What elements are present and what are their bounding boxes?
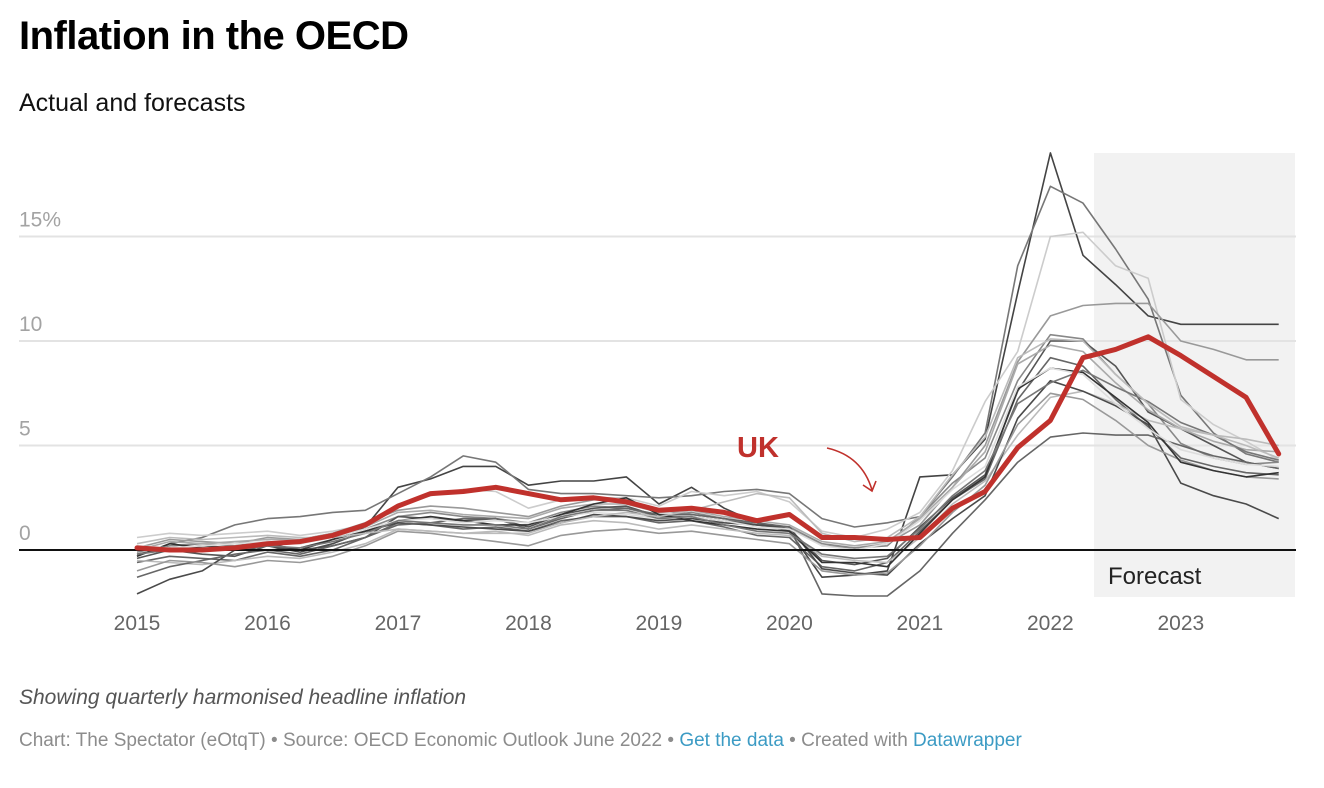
x-tick-label: 2017 [375,612,422,635]
series-line [136,369,1279,560]
x-tick-label: 2021 [897,612,944,635]
series-line [136,392,1279,576]
x-tick-label: 2016 [244,612,291,635]
chart-footer: Chart: The Spectator (eOtqT) • Source: O… [19,730,1022,752]
get-the-data-link[interactable]: Get the data [679,730,784,751]
datawrapper-link[interactable]: Datawrapper [913,730,1022,751]
x-tick-label: 2020 [766,612,813,635]
series-line [136,367,1279,568]
x-axis: 2015 2016 2017 2018 2019 2020 2021 2022 2023 [114,612,1205,635]
byline-separator: • Created with [783,730,914,751]
y-tick-label: 5 [19,418,31,441]
series-lines [136,152,1280,597]
series-line [136,356,1279,572]
line-chart: 0 5 10 15% 2015 2016 2017 2018 2019 2020 2021 2022… [19,152,1296,635]
series-line [136,432,1279,597]
x-tick-label: 2015 [114,612,161,635]
series-line [136,231,1280,539]
forecast-region [1093,153,1295,597]
uk-annotation-label: UK [737,432,779,464]
x-tick-label: 2018 [505,612,552,635]
uk-series [134,334,1282,553]
curved-arrow-icon [826,447,877,493]
chart-notes: Showing quarterly harmonised headline in… [19,686,467,709]
forecast-label: Forecast [1108,563,1202,590]
y-tick-label: 15% [19,209,61,232]
byline-source: Chart: The Spectator (eOtqT) • Source: O… [19,730,680,751]
x-tick-label: 2023 [1157,612,1204,635]
y-tick-label: 0 [19,522,31,545]
y-tick-label: 10 [19,313,42,336]
x-tick-label: 2019 [636,612,683,635]
chart-subtitle: Actual and forecasts [19,89,246,117]
y-axis: 0 5 10 15% [19,209,61,546]
chart-title: Inflation in the OECD [19,14,409,58]
uk-line [134,334,1282,553]
x-tick-label: 2022 [1027,612,1074,635]
